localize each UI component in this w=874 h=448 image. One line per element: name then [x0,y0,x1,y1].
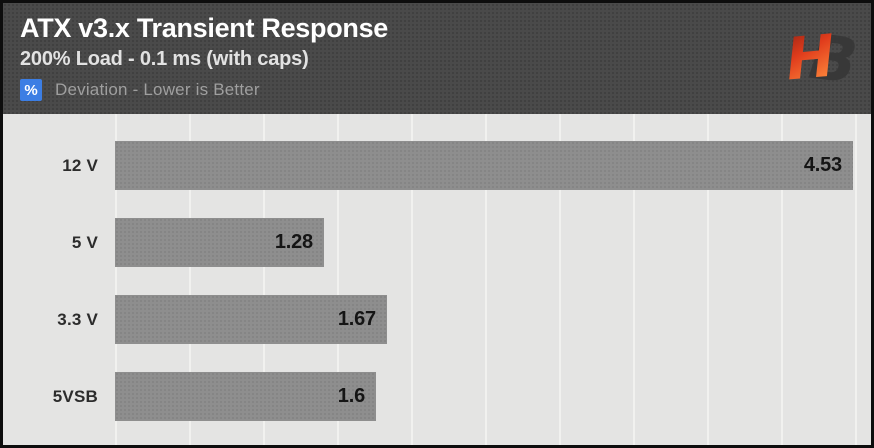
gridline [337,114,339,445]
value-label: 1.28 [274,231,313,253]
percent-badge: % [20,79,42,102]
bar-track: 1.67 [115,295,871,344]
gridline [189,114,191,445]
gridline [115,114,117,445]
bar-row: 5VSB 1.6 [3,358,871,435]
bar-track: 4.53 [115,141,871,190]
chart-subtitle: 200% Load - 0.1 ms (with caps) [20,48,309,71]
bar-row: 3.3 V 1.67 [3,281,871,358]
gridline [559,114,561,445]
plot-area: 12 V 4.53 5 V 1.28 3.3 V 1.67 5VSB 1.6 [3,114,871,445]
gridline [263,114,265,445]
bar: 1.28 [115,218,324,267]
gridline [707,114,709,445]
bar-track: 1.28 [115,218,871,267]
bar-row: 12 V 4.53 [3,127,871,204]
value-label: 1.67 [337,308,376,330]
bar: 1.6 [115,372,376,421]
gridline [781,114,783,445]
bar: 1.67 [115,295,387,344]
category-label: 5VSB [52,386,98,406]
bar: 4.53 [115,141,853,190]
hardware-busters-logo-icon: B H [786,20,860,98]
gridline [633,114,635,445]
gridline [485,114,487,445]
logo-letter-h: H [786,21,838,93]
bar-rows: 12 V 4.53 5 V 1.28 3.3 V 1.67 5VSB 1.6 [3,114,871,435]
value-label: 4.53 [803,154,842,176]
gridline [855,114,857,445]
category-label: 12 V [62,155,98,175]
legend-row: % Deviation - Lower is Better [20,79,871,102]
header: ATX v3.x Transient Response 200% Load - … [3,3,871,114]
gridline [411,114,413,445]
legend-label: Deviation - Lower is Better [55,80,260,100]
logo-letter-b: B [805,20,860,98]
bar-track: 1.6 [115,372,871,421]
percent-icon: % [24,81,38,99]
value-label: 1.6 [337,385,365,407]
chart-title: ATX v3.x Transient Response [20,13,389,43]
category-label: 5 V [71,232,98,252]
category-label: 3.3 V [57,309,98,329]
bar-row: 5 V 1.28 [3,204,871,281]
